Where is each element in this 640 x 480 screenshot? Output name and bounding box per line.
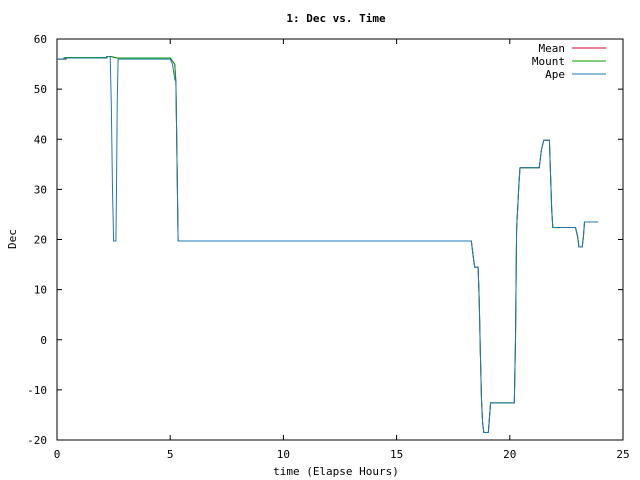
x-tick-label: 0: [54, 448, 61, 461]
x-axis: 0 5 10 15 20 25: [54, 39, 630, 461]
legend-label-mount: Mount: [532, 55, 565, 68]
legend-label-mean: Mean: [539, 42, 566, 55]
x-axis-label: time (Elapse Hours): [273, 465, 399, 478]
series-line-ape: [57, 56, 599, 433]
plot-frame: [56, 38, 624, 441]
y-tick-label: 40: [34, 133, 47, 146]
y-tick-label: -20: [27, 434, 47, 447]
y-tick-label: -10: [27, 384, 47, 397]
series-lines: [57, 56, 599, 433]
y-axis-label: Dec: [6, 229, 19, 249]
chart-title: 1: Dec vs. Time: [286, 12, 386, 25]
legend-label-ape: Ape: [545, 68, 565, 81]
x-tick-label: 15: [390, 448, 403, 461]
y-tick-label: 0: [40, 334, 47, 347]
y-tick-label: 10: [34, 284, 47, 297]
x-tick-label: 5: [167, 448, 174, 461]
y-tick-label: 20: [34, 234, 47, 247]
y-tick-label: 50: [34, 83, 47, 96]
y-tick-label: 30: [34, 183, 47, 196]
y-tick-label: 60: [34, 33, 47, 46]
y-axis: -20 -10 0 10 20 30 40 50 60: [27, 33, 623, 447]
x-tick-label: 25: [616, 448, 629, 461]
x-tick-label: 10: [277, 448, 290, 461]
x-tick-label: 20: [503, 448, 516, 461]
